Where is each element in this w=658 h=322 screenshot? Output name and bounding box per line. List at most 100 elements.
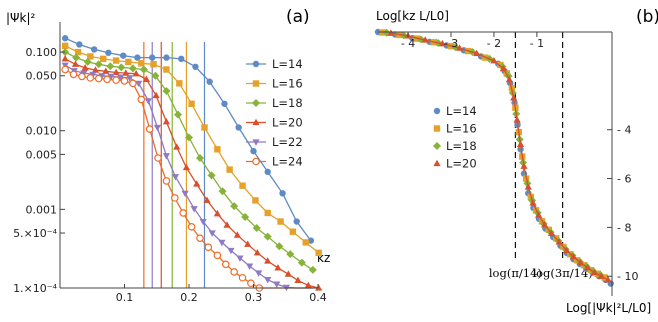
- y-tick-label: - 8: [617, 221, 631, 234]
- data-point: [188, 100, 195, 107]
- data-point: [163, 54, 170, 61]
- data-point: [105, 49, 112, 56]
- y-tick-label: 0.005: [26, 148, 58, 161]
- panel-a-y-axis-label: |Ψk|²: [6, 11, 35, 25]
- data-point: [302, 239, 309, 246]
- data-point: [208, 230, 216, 237]
- legend-marker: [252, 60, 260, 68]
- data-point: [239, 182, 246, 189]
- data-point: [252, 197, 259, 204]
- data-point: [112, 76, 120, 84]
- legend-label: L=24: [272, 155, 303, 169]
- data-point: [246, 263, 254, 270]
- data-point: [120, 77, 129, 85]
- data-point: [201, 124, 208, 131]
- data-point: [274, 264, 282, 271]
- data-point: [534, 211, 543, 218]
- legend-label: L=16: [272, 77, 303, 91]
- data-point: [150, 61, 157, 68]
- dashed-line-label: log(3π/14): [532, 266, 592, 280]
- panel-b-x-axis-label: Log[kz L/L0]: [376, 9, 449, 23]
- x-tick-label: - 2: [487, 37, 501, 50]
- series-line: [377, 31, 612, 285]
- y-tick-label: 0.050: [26, 70, 58, 83]
- x-tick-label: 0.4: [309, 291, 327, 304]
- y-tick-label: - 10: [617, 270, 638, 283]
- data-point: [604, 276, 612, 283]
- data-point: [137, 95, 146, 104]
- data-point: [221, 260, 230, 269]
- data-point: [126, 75, 134, 82]
- data-point: [555, 238, 563, 245]
- data-point: [94, 60, 103, 69]
- data-point: [61, 35, 69, 42]
- data-point: [250, 147, 257, 155]
- data-point: [171, 194, 179, 202]
- data-point: [221, 100, 228, 107]
- data-point: [308, 265, 317, 274]
- data-point: [61, 65, 69, 74]
- data-point: [307, 237, 315, 244]
- data-point: [83, 57, 92, 66]
- data-point: [236, 255, 244, 262]
- data-point: [199, 218, 207, 226]
- data-point: [510, 94, 518, 101]
- panel-b-dashed-lines: log(π/14)log(3π/14): [489, 32, 593, 280]
- data-point: [185, 133, 193, 142]
- data-point: [112, 57, 120, 64]
- panel-b-y-ticks: - 4 - 6 - 8 - 10: [607, 124, 638, 283]
- x-tick-label: - 1: [530, 37, 544, 50]
- data-point: [74, 48, 82, 56]
- data-point: [524, 183, 532, 190]
- legend-marker: [252, 139, 260, 146]
- legend-marker: [433, 142, 441, 150]
- data-point: [547, 229, 556, 237]
- data-point: [61, 55, 69, 62]
- data-point: [264, 209, 271, 217]
- y-tick-label: 0.010: [26, 125, 58, 138]
- data-point: [513, 116, 521, 123]
- data-point: [61, 48, 70, 57]
- data-point: [529, 199, 537, 206]
- data-point: [230, 202, 239, 211]
- data-point: [315, 249, 322, 257]
- data-point: [252, 223, 261, 232]
- x-tick-label: - 4: [401, 37, 415, 50]
- data-point: [144, 98, 152, 105]
- data-point: [233, 231, 241, 238]
- data-point: [192, 63, 199, 70]
- data-point: [218, 239, 226, 247]
- legend-label: L=22: [272, 135, 303, 149]
- data-point: [89, 71, 97, 79]
- data-point: [241, 212, 250, 221]
- data-point: [106, 62, 115, 71]
- data-point: [387, 29, 395, 36]
- series-line: [64, 58, 319, 289]
- data-point: [86, 74, 95, 82]
- data-point: [263, 232, 272, 241]
- data-point: [90, 46, 98, 53]
- data-point: [152, 91, 160, 99]
- data-point: [297, 258, 306, 267]
- data-point: [289, 228, 297, 235]
- data-point: [120, 52, 127, 59]
- panel-b-legend: L=14 L=16 L=18 L=20: [433, 104, 477, 171]
- legend-label: L=18: [446, 139, 477, 153]
- x-tick-label: 0.2: [180, 291, 198, 304]
- data-point: [149, 54, 156, 61]
- data-point: [112, 68, 120, 76]
- data-point: [540, 221, 549, 228]
- y-tick-label: 1.×10⁻⁴: [13, 282, 58, 295]
- data-point: [203, 196, 211, 203]
- legend-marker: [433, 125, 441, 132]
- data-point: [91, 66, 100, 73]
- data-point: [505, 75, 513, 83]
- data-point: [94, 74, 103, 83]
- data-point: [583, 263, 592, 271]
- data-point: [455, 44, 464, 51]
- data-point: [213, 251, 222, 260]
- data-point: [100, 55, 107, 63]
- data-point: [134, 54, 141, 61]
- legend-label: L=20: [446, 157, 477, 171]
- data-point: [129, 79, 137, 88]
